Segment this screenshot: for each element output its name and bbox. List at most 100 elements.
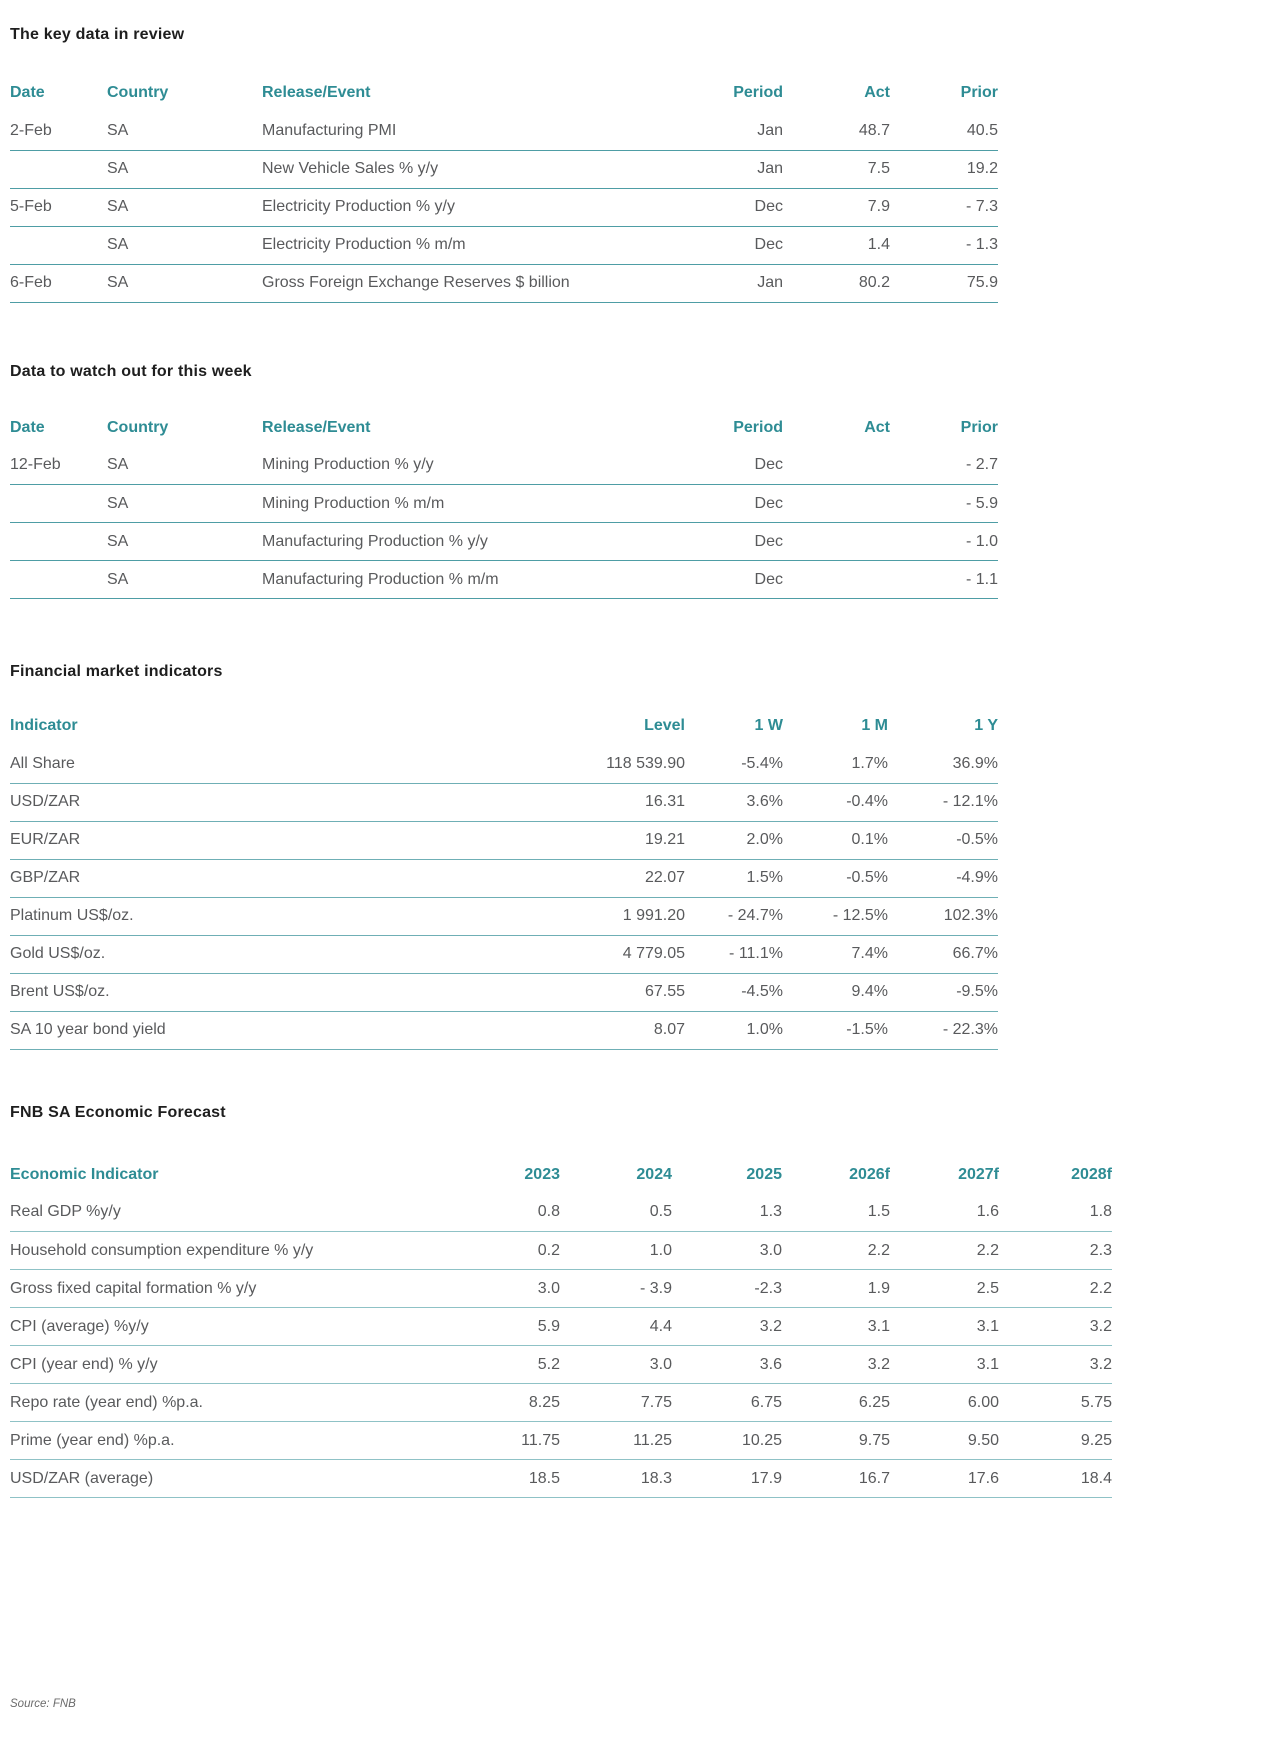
table-cell: GBP/ZAR	[10, 859, 560, 898]
table-cell: 5.75	[999, 1383, 1112, 1422]
table-cell	[783, 446, 890, 485]
table-cell	[10, 150, 107, 189]
table-cell: -0.5%	[888, 821, 998, 860]
table-cell	[10, 484, 107, 523]
table-cell: Real GDP %y/y	[10, 1193, 450, 1232]
table-row: Household consumption expenditure % y/y 0…	[10, 1231, 1112, 1270]
table-row: 2-Feb SA Manufacturing PMI Jan 48.7 40.5	[10, 112, 998, 151]
col-header-date: Date	[10, 418, 45, 436]
table-cell: 9.50	[890, 1421, 999, 1460]
table-cell: Brent US$/oz.	[10, 973, 560, 1012]
table-cell: 5-Feb	[10, 188, 107, 227]
table-cell: - 5.9	[890, 484, 998, 523]
table-cell: 75.9	[890, 264, 998, 303]
table-cell: 1.5	[782, 1193, 890, 1232]
table-cell: All Share	[10, 745, 560, 784]
table-cell: Platinum US$/oz.	[10, 897, 560, 936]
table-cell: Dec	[672, 484, 783, 523]
table-row: Repo rate (year end) %p.a. 8.25 7.75 6.75 6.…	[10, 1383, 1112, 1422]
table-cell: 9.25	[999, 1421, 1112, 1460]
table-cell: 1.0	[560, 1231, 672, 1270]
table-cell: 17.9	[672, 1459, 782, 1498]
table-cell: - 24.7%	[685, 897, 783, 936]
col-header-act: Act	[864, 418, 890, 436]
table-row: Prime (year end) %p.a. 11.75 11.25 10.25 9.7…	[10, 1421, 1112, 1460]
table-cell: 8.07	[560, 1011, 685, 1050]
table-cell: SA	[107, 112, 262, 151]
table-cell: Gross fixed capital formation % y/y	[10, 1269, 450, 1308]
table-cell: 3.6%	[685, 783, 783, 822]
table-cell: 6.25	[782, 1383, 890, 1422]
col-header-2023: 2023	[524, 1165, 560, 1183]
table-cell: Mining Production % m/m	[262, 484, 672, 523]
table-cell: 4.4	[560, 1307, 672, 1346]
table-cell: 102.3%	[888, 897, 998, 936]
col-header-2024: 2024	[636, 1165, 672, 1183]
table-row: SA Mining Production % m/m Dec - 5.9	[10, 484, 998, 523]
section-title-financial-market-indicators: Financial market indicators	[10, 663, 223, 680]
table-row: USD/ZAR 16.31 3.6% -0.4% - 12.1%	[10, 783, 998, 822]
table-cell: 12-Feb	[10, 446, 107, 485]
table-cell: Dec	[672, 188, 783, 227]
table-cell: Mining Production % y/y	[262, 446, 672, 485]
table-cell: - 12.1%	[888, 783, 998, 822]
table-cell: -4.9%	[888, 859, 998, 898]
table-row: 12-Feb SA Mining Production % y/y Dec - 2.7	[10, 446, 998, 485]
table-cell: Prime (year end) %p.a.	[10, 1421, 450, 1460]
col-header-country: Country	[107, 84, 169, 101]
table-cell: Manufacturing Production % m/m	[262, 560, 672, 599]
table-cell: 118 539.90	[560, 745, 685, 784]
table-cell: Dec	[672, 226, 783, 265]
col-header-2027f: 2027f	[958, 1165, 999, 1183]
table-row: Real GDP %y/y 0.8 0.5 1.3 1.5 1.6 1.8	[10, 1193, 1112, 1232]
table-cell: 9.75	[782, 1421, 890, 1460]
table-cell: Repo rate (year end) %p.a.	[10, 1383, 450, 1422]
table-cell: CPI (average) %y/y	[10, 1307, 450, 1346]
table-cell: 67.55	[560, 973, 685, 1012]
table-cell: 36.9%	[888, 745, 998, 784]
table-cell: 7.5	[783, 150, 890, 189]
col-header-indicator: Indicator	[10, 717, 78, 734]
table-cell: -9.5%	[888, 973, 998, 1012]
table-cell: Jan	[672, 264, 783, 303]
table-row: SA Electricity Production % m/m Dec 1.4- 1.…	[10, 226, 998, 265]
table-cell	[10, 560, 107, 599]
table-row: CPI (average) %y/y 5.9 4.4 3.2 3.1 3.1 3.2	[10, 1307, 1112, 1346]
table-cell: 16.7	[782, 1459, 890, 1498]
table-row: Platinum US$/oz. 1 991.20- 24.7% - 12.5% 10…	[10, 897, 998, 936]
table-cell: Manufacturing PMI	[262, 112, 672, 151]
table-cell	[783, 560, 890, 599]
section-financial-market-indicators: Financial market indicators Indicator Le…	[10, 663, 1280, 1050]
table-cell: 3.0	[672, 1231, 782, 1270]
table-cell: SA	[107, 560, 262, 599]
col-header-1m: 1 M	[861, 717, 888, 734]
table-cell: 1.5%	[685, 859, 783, 898]
table-cell: -1.5%	[783, 1011, 888, 1050]
table-cell: EUR/ZAR	[10, 821, 560, 860]
table-cell: Dec	[672, 446, 783, 485]
table-row: All Share 118 539.90 -5.4% 1.7% 36.9%	[10, 745, 998, 784]
col-header-period: Period	[733, 418, 783, 436]
table-row: CPI (year end) % y/y 5.2 3.0 3.6 3.2 3.1 3.2	[10, 1345, 1112, 1384]
table-cell: 8.25	[450, 1383, 560, 1422]
table-cell: 3.1	[782, 1307, 890, 1346]
table-cell	[10, 522, 107, 561]
table-cell: New Vehicle Sales % y/y	[262, 150, 672, 189]
table-cell: 5.9	[450, 1307, 560, 1346]
table-cell: 2-Feb	[10, 112, 107, 151]
table-cell: Jan	[672, 112, 783, 151]
table-row: SA Manufacturing Production % y/y Dec - 1.0	[10, 522, 998, 561]
table-cell: 2.2	[890, 1231, 999, 1270]
table-cell: 2.2	[999, 1269, 1112, 1308]
table-cell: 1 991.20	[560, 897, 685, 936]
table-cell: 3.0	[560, 1345, 672, 1384]
economic-forecast-table: Economic Indicator 2023 2024 2025 2026f …	[10, 1156, 1112, 1498]
table-cell: 1.0%	[685, 1011, 783, 1050]
table-cell: -2.3	[672, 1269, 782, 1308]
table-header-row: Date Country Release/Event Period Act Pr…	[10, 74, 998, 112]
table-cell: 19.21	[560, 821, 685, 860]
table-cell: 40.5	[890, 112, 998, 151]
col-header-country: Country	[107, 418, 169, 436]
table-cell: - 1.3	[890, 226, 998, 265]
table-cell: - 22.3%	[888, 1011, 998, 1050]
